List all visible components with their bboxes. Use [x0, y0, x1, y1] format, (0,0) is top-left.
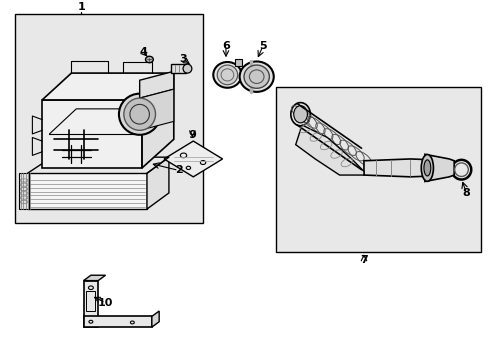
Text: 10: 10 — [98, 298, 113, 308]
Text: 8: 8 — [462, 188, 469, 198]
Ellipse shape — [239, 62, 273, 92]
Bar — [234, 59, 241, 66]
Bar — [19, 173, 29, 209]
Polygon shape — [142, 73, 173, 168]
Polygon shape — [42, 73, 173, 100]
Bar — [171, 64, 185, 73]
Ellipse shape — [145, 56, 153, 63]
Polygon shape — [363, 159, 429, 177]
Text: 3: 3 — [180, 54, 187, 64]
Polygon shape — [152, 311, 159, 327]
Ellipse shape — [290, 103, 310, 126]
Text: 2: 2 — [174, 165, 182, 175]
Polygon shape — [27, 173, 147, 209]
Ellipse shape — [451, 160, 470, 180]
Ellipse shape — [420, 154, 432, 181]
Bar — [15, 14, 203, 223]
Text: 5: 5 — [259, 41, 266, 51]
Bar — [276, 87, 480, 252]
Polygon shape — [163, 141, 222, 177]
Polygon shape — [83, 316, 152, 327]
Polygon shape — [295, 125, 363, 175]
Polygon shape — [147, 157, 168, 209]
Ellipse shape — [123, 98, 155, 130]
Ellipse shape — [293, 105, 307, 123]
Text: 6: 6 — [222, 41, 229, 51]
Ellipse shape — [119, 94, 160, 135]
Ellipse shape — [213, 62, 241, 88]
Bar — [86, 291, 95, 311]
Text: 4: 4 — [140, 47, 147, 57]
Ellipse shape — [183, 64, 191, 73]
Text: 9: 9 — [188, 130, 196, 140]
Polygon shape — [83, 280, 98, 327]
Text: 7: 7 — [359, 255, 367, 265]
Ellipse shape — [244, 65, 269, 88]
Polygon shape — [42, 100, 142, 168]
Polygon shape — [140, 71, 173, 98]
Polygon shape — [424, 154, 453, 181]
Ellipse shape — [217, 65, 237, 85]
Polygon shape — [140, 89, 173, 130]
Text: 1: 1 — [77, 2, 85, 12]
Ellipse shape — [423, 160, 430, 176]
Polygon shape — [83, 275, 105, 280]
